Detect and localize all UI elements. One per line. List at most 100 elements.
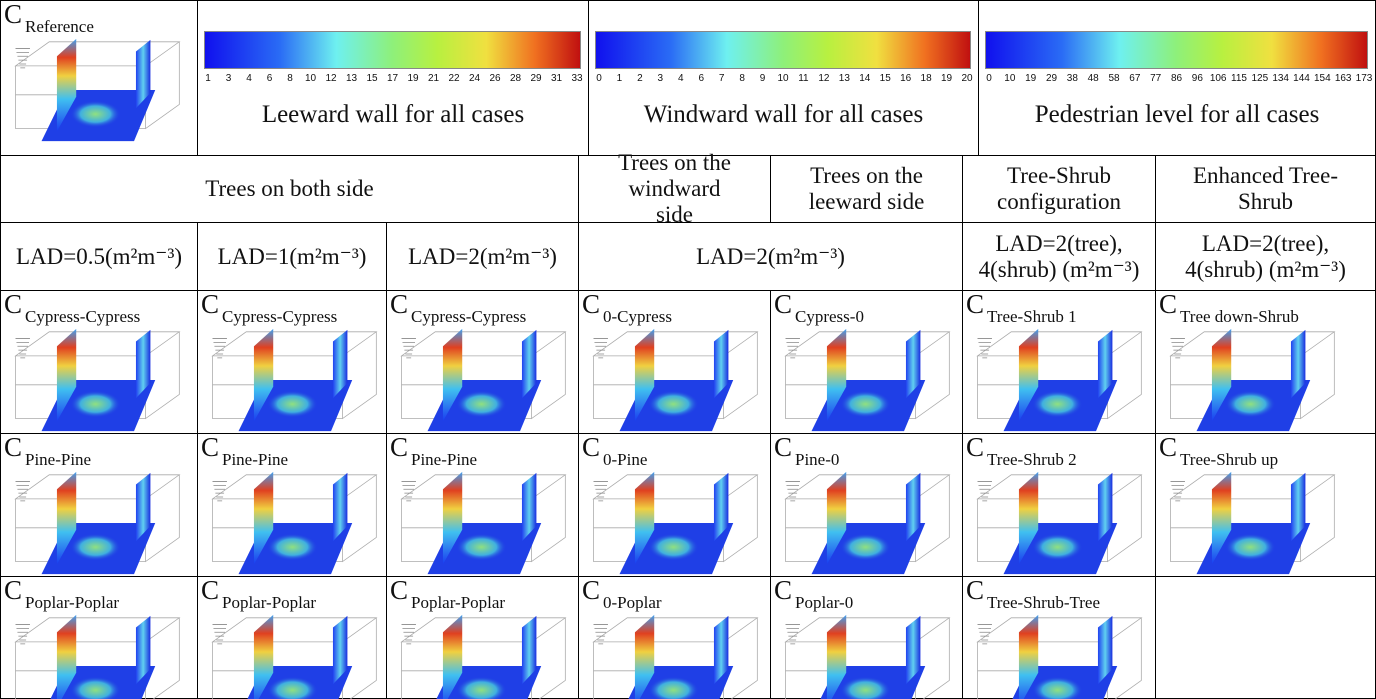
case-label: Pine-0: [795, 450, 840, 469]
case-letter: C: [390, 289, 409, 319]
colorbar-cell: 1 3 4 6 8 10 12 13 15 17 19 21 22 24 26 28 29 31 33 Leeward…: [197, 0, 589, 156]
colorbar-tick-label: 20: [961, 73, 973, 84]
colorbar-tick-label: 2: [637, 73, 643, 84]
case-letter: C: [774, 575, 793, 605]
colorbar-tick-label: 3: [657, 73, 664, 84]
colorbar-tick-label: 96: [1191, 73, 1203, 84]
simulation-thumbnail: [593, 471, 758, 575]
lad-header: LAD=2(tree), 4(shrub) (m²m⁻³): [962, 222, 1156, 291]
case-letter: C: [4, 575, 23, 605]
colorbar-tick-label: 15: [366, 73, 378, 84]
lad-header: LAD=2(m²m⁻³): [386, 222, 579, 291]
case-letter: C: [4, 289, 23, 319]
lad-header: LAD=2(tree), 4(shrub) (m²m⁻³): [1155, 222, 1376, 291]
case-letter: C: [774, 289, 793, 319]
case-label: Pine-Pine: [222, 450, 289, 469]
simulation-thumbnail: [15, 614, 180, 699]
colorbar-tick-label: 67: [1129, 73, 1141, 84]
case-letter: C: [201, 432, 220, 462]
colorbar-tick-label: 38: [1066, 73, 1078, 84]
colorbar-tick-label: 21: [427, 73, 440, 84]
case-letter: C: [966, 575, 985, 605]
case-letter: C: [201, 575, 220, 605]
lad-header: LAD=1(m²m⁻³): [197, 222, 387, 291]
case-cell: C Tree-Shrub up: [1155, 432, 1376, 577]
case-label: Cypress-Cypress: [25, 307, 141, 326]
simulation-thumbnail: [785, 328, 950, 432]
case-letter: C: [201, 289, 220, 319]
case-label: 0-Pine: [603, 450, 648, 469]
colorbar-tick-label: 24: [468, 73, 481, 84]
colorbar-tick-label: 0: [596, 73, 602, 84]
case-cell: C 0-Poplar: [578, 575, 771, 699]
colorbar-tick-label: 28: [509, 73, 522, 84]
case-label: Poplar-Poplar: [25, 593, 120, 612]
colorbar: [595, 31, 971, 69]
case-cell: C Pine-Pine: [197, 432, 387, 577]
colorbar-tick-label: 6: [266, 73, 273, 84]
case-letter: C: [4, 432, 23, 462]
case-label: Reference: [25, 17, 94, 36]
colorbar-tick-label: 10: [304, 73, 317, 84]
case-label: Cypress-Cypress: [411, 307, 527, 326]
colorbar-tick-label: 18: [920, 73, 932, 84]
simulation-thumbnail: [785, 614, 950, 699]
colorbar-cell: 0 1 2 3 4 6 7 8 9 10 11 12 13 14 15 16 18 19 20 Windward wa…: [588, 0, 979, 156]
lad-header: LAD=0.5(m²m⁻³): [0, 222, 198, 291]
colorbar-cell: 0 10 19 29 38 48 58 67 77 86 96 106 115 125 134 144 154 1…: [978, 0, 1376, 156]
case-cell: C Tree-Shrub 1: [962, 289, 1156, 434]
colorbar-caption: Windward wall for all cases: [643, 101, 924, 128]
case-cell: C Poplar-Poplar: [0, 575, 198, 699]
simulation-thumbnail: [401, 328, 566, 432]
colorbar: [204, 31, 581, 69]
case-letter: C: [582, 432, 601, 462]
case-cell: C Cypress-Cypress: [386, 289, 579, 434]
group-header: Enhanced Tree-Shrub: [1155, 155, 1376, 223]
case-label: Poplar-Poplar: [411, 593, 506, 612]
simulation-thumbnail: [977, 614, 1142, 699]
case-label: Poplar-0: [795, 593, 854, 612]
case-label: Tree-Shrub up: [1180, 450, 1279, 469]
case-cell: C 0-Pine: [578, 432, 771, 577]
simulation-thumbnail: [15, 471, 180, 575]
case-cell: C Pine-0: [770, 432, 963, 577]
group-header: Trees on the leeward side: [770, 155, 963, 223]
simulation-thumbnail: [1170, 471, 1335, 575]
colorbar-tick-label: 29: [530, 73, 542, 84]
colorbar-tick-label: 4: [246, 73, 252, 84]
case-letter: C: [774, 432, 793, 462]
simulation-thumbnail: [212, 471, 377, 575]
case-letter: C: [1159, 289, 1178, 319]
case-letter: C: [1159, 432, 1178, 462]
simulation-thumbnail: [15, 38, 180, 142]
colorbar-tick-label: 10: [777, 73, 789, 84]
colorbar-tick-label: 4: [677, 73, 684, 84]
case-cell: C 0-Cypress: [578, 289, 771, 434]
case-label: Pine-Pine: [25, 450, 92, 469]
simulation-thumbnail: [593, 328, 758, 432]
group-header: Trees on both side: [0, 155, 579, 223]
case-label: Tree-Shrub 1: [987, 307, 1077, 326]
case-cell: C Tree-Shrub-Tree: [962, 575, 1156, 699]
simulation-thumbnail: [212, 328, 377, 432]
colorbar-tick-label: 14: [859, 73, 871, 84]
simulation-thumbnail: [401, 614, 566, 699]
reference-cell: C Reference: [0, 0, 198, 156]
colorbar-tick-label: 144: [1293, 73, 1310, 84]
case-label: Poplar-Poplar: [222, 593, 317, 612]
colorbar-tick-label: 58: [1108, 73, 1120, 84]
group-header: Trees on the windward side: [578, 150, 771, 227]
case-cell: C Cypress-0: [770, 289, 963, 434]
colorbar-tick-label: 9: [759, 73, 766, 84]
case-cell: C Poplar-Poplar: [197, 575, 387, 699]
colorbar-tick-label: 12: [325, 73, 337, 84]
colorbar-tick-label: 8: [739, 73, 745, 84]
colorbar-tick-label: 8: [287, 73, 293, 84]
colorbar-tick-label: 163: [1334, 73, 1352, 84]
colorbar-tick-label: 15: [879, 73, 891, 84]
colorbar-tick-label: 106: [1209, 73, 1227, 84]
colorbar-tick-label: 125: [1251, 73, 1269, 84]
simulation-thumbnail: [1170, 328, 1335, 432]
empty-cell: [1155, 576, 1376, 699]
